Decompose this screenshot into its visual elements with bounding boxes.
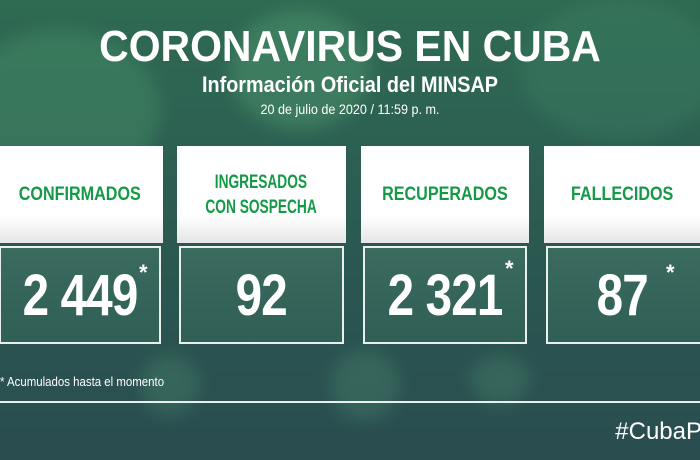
card-label: INGRESADOS CON SOSPECHA [177, 146, 346, 243]
page-subtitle: Información Oficial del MINSAP [202, 72, 498, 97]
virus-decoration [470, 355, 530, 405]
card-label: FALLECIDOS [544, 146, 700, 243]
card-ingresados: INGRESADOS CON SOSPECHA 92 [177, 146, 346, 346]
card-value: 87 [596, 262, 648, 328]
page-title: CORONAVIRUS EN CUBA [99, 22, 601, 71]
divider [0, 401, 700, 403]
virus-decoration [230, 10, 370, 130]
card-value-box: 2 321 [363, 246, 527, 344]
card-value-box: 2 449 [0, 246, 161, 344]
card-value-box: 92 [179, 246, 344, 344]
asterisk-icon: * [505, 256, 514, 281]
card-value-box: 87 [546, 246, 700, 344]
card-label: CONFIRMADOS [0, 146, 163, 243]
card-value: 2 321 [387, 262, 504, 328]
card-value: 92 [235, 262, 288, 328]
asterisk-icon: * [666, 260, 675, 285]
card-label: RECUPERADOS [361, 146, 529, 243]
card-value: 2 449 [22, 262, 139, 328]
report-date: 20 de julio de 2020 / 11:59 p. m. [260, 101, 440, 117]
virus-decoration [140, 355, 200, 415]
asterisk-icon: * [139, 260, 148, 285]
card-fallecidos: FALLECIDOS 87 * [544, 146, 700, 346]
virus-decoration [520, 0, 700, 140]
hashtag: #CubaP [615, 418, 700, 445]
footnote: * Acumulados hasta el momento [0, 374, 165, 389]
virus-decoration [330, 350, 400, 420]
card-recuperados: RECUPERADOS 2 321 * [361, 146, 529, 346]
card-confirmados: CONFIRMADOS 2 449 * [0, 146, 163, 346]
